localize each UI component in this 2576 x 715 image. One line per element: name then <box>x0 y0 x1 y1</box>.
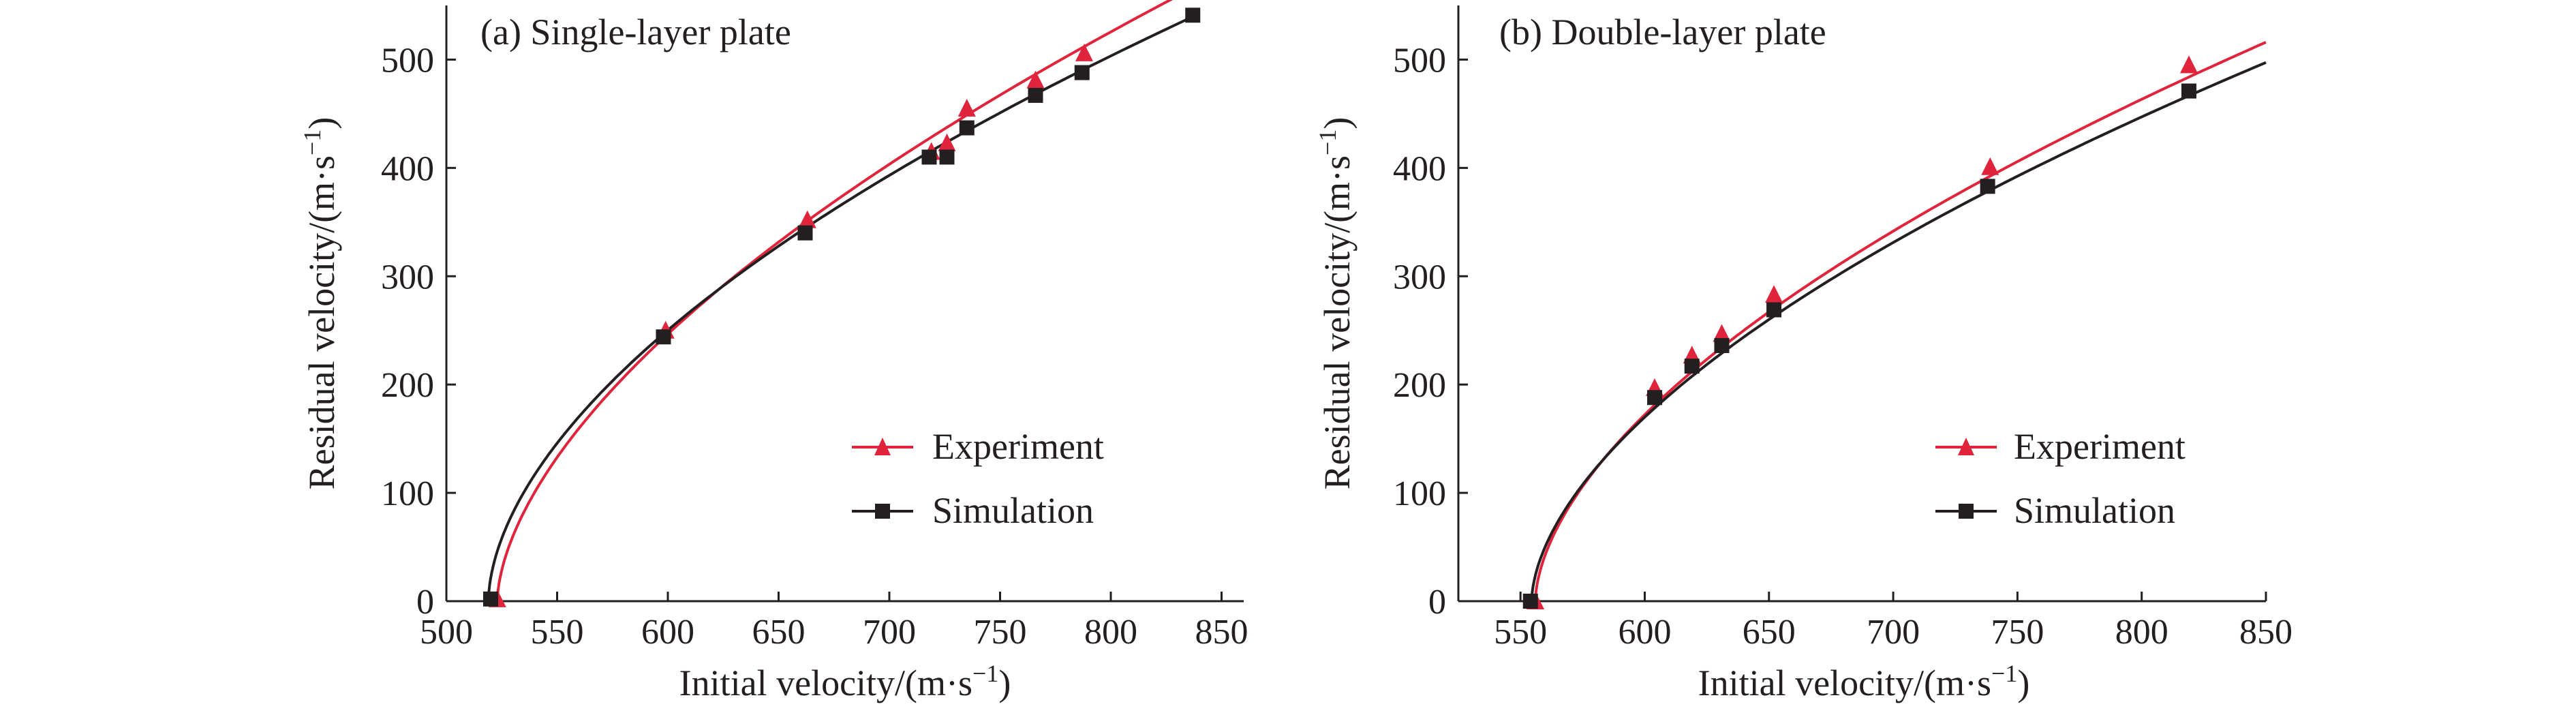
x-axis-title: Initial velocity/(m·s−1) <box>1698 660 2030 703</box>
panel-double-layer-plate: (b) Double-layer plate Initial velocity/… <box>1314 5 2293 703</box>
marker-experiment <box>1713 324 1731 342</box>
y-tick-label: 0 <box>416 583 434 622</box>
x-tick-label: 850 <box>1195 613 1248 652</box>
legend-marker-simulation <box>875 504 890 519</box>
marker-experiment <box>1075 43 1093 61</box>
x-axis-title: Initial velocity/(m·s−1) <box>679 660 1011 703</box>
marker-simulation <box>1684 359 1700 374</box>
marker-simulation <box>959 120 975 136</box>
fit-line-simulation <box>1530 61 2267 601</box>
marker-simulation <box>1714 337 1730 353</box>
marker-simulation <box>1074 65 1090 80</box>
panel-single-layer-plate: (a) Single-layer plate Initial velocity/… <box>298 0 1248 703</box>
y-tick-label: 400 <box>381 149 434 188</box>
x-tick-label: 550 <box>1494 613 1547 652</box>
y-ticks: 0 100 200 300 400 500 <box>381 41 456 622</box>
x-tick-label: 700 <box>1867 613 1920 652</box>
x-ticks: 500 550 600 650 700 750 800 850 <box>420 592 1248 652</box>
y-tick-label: 200 <box>381 366 434 405</box>
y-ticks: 0 100 200 300 400 500 <box>1393 41 1468 622</box>
marker-simulation <box>1028 87 1043 103</box>
marker-experiment <box>938 133 956 151</box>
x-ticks: 550 600 650 700 750 800 850 <box>1494 592 2293 652</box>
legend: Experiment Simulation <box>1935 426 2186 531</box>
marker-experiment <box>957 98 976 117</box>
y-axis-title: Residual velocity/(m·s−1) <box>298 117 342 490</box>
marker-simulation <box>1647 390 1663 406</box>
marker-simulation <box>1522 594 1538 609</box>
data-markers <box>1522 55 2198 609</box>
x-tick-label: 800 <box>2115 613 2168 652</box>
marker-experiment <box>1765 285 1783 303</box>
legend-marker-experiment <box>874 438 891 455</box>
legend-label-experiment: Experiment <box>932 426 1104 467</box>
x-tick-label: 650 <box>1743 613 1796 652</box>
marker-experiment <box>798 210 816 228</box>
y-tick-label: 300 <box>381 258 434 296</box>
legend: Experiment Simulation <box>852 426 1104 531</box>
chart-title: (b) Double-layer plate <box>1499 12 1826 52</box>
y-tick-label: 100 <box>381 474 434 513</box>
x-tick-label: 600 <box>1618 613 1671 652</box>
legend-marker-experiment <box>1958 438 1974 455</box>
y-tick-label: 500 <box>381 41 434 80</box>
marker-simulation <box>797 225 813 241</box>
x-tick-label: 750 <box>974 613 1027 652</box>
y-tick-label: 400 <box>1393 149 1446 188</box>
y-axis-title: Residual velocity/(m·s−1) <box>1314 117 1358 490</box>
marker-experiment <box>1981 157 1999 175</box>
legend-label-simulation: Simulation <box>2014 490 2175 531</box>
data-markers <box>483 7 1201 607</box>
y-tick-label: 200 <box>1393 366 1446 405</box>
x-tick-label: 650 <box>752 613 806 652</box>
marker-simulation <box>656 329 671 345</box>
marker-experiment <box>2179 55 2198 74</box>
y-tick-label: 100 <box>1393 474 1446 513</box>
y-tick-label: 300 <box>1393 258 1446 296</box>
marker-simulation <box>1766 302 1782 318</box>
x-tick-label: 700 <box>863 613 916 652</box>
x-tick-label: 550 <box>531 613 584 652</box>
y-tick-label: 500 <box>1393 41 1446 80</box>
legend-label-simulation: Simulation <box>932 490 1094 531</box>
y-tick-label: 0 <box>1428 583 1446 622</box>
x-tick-label: 850 <box>2239 613 2293 652</box>
legend-label-experiment: Experiment <box>2014 426 2186 467</box>
marker-simulation <box>483 591 498 607</box>
marker-simulation <box>1185 7 1201 23</box>
marker-simulation <box>939 149 955 165</box>
x-tick-label: 750 <box>1991 613 2044 652</box>
marker-simulation <box>921 149 937 165</box>
marker-simulation <box>1980 179 1995 194</box>
marker-experiment <box>1026 70 1045 89</box>
legend-marker-simulation <box>1959 504 1974 519</box>
x-tick-label: 600 <box>641 613 694 652</box>
marker-simulation <box>2181 83 2196 99</box>
x-tick-label: 800 <box>1084 613 1137 652</box>
x-tick-label: 500 <box>420 613 473 652</box>
chart-title: (a) Single-layer plate <box>480 12 791 52</box>
